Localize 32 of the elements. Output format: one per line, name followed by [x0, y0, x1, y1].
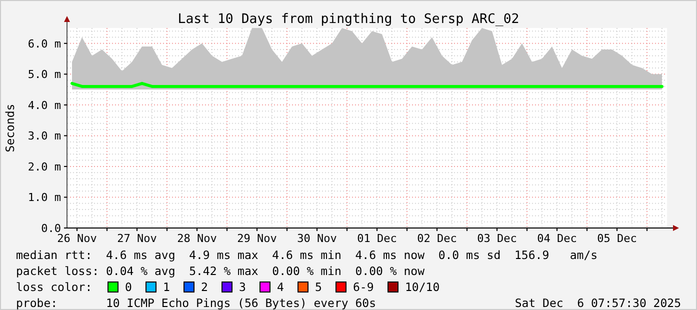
- x-tick-label: 29 Nov: [237, 232, 278, 245]
- x-tick-label: 27 Nov: [117, 232, 158, 245]
- legend-label: 3: [239, 280, 246, 294]
- x-tick-label: 30 Nov: [297, 232, 338, 245]
- legend-label: 10/10: [405, 280, 440, 294]
- text: median rtt: 4.6 ms avg 4.9 ms max 4.6 ms min 4.6 ms now 0.0 ms sd 156.9 am/s: [16, 248, 598, 262]
- x-tick-label: 03 Dec: [477, 232, 517, 245]
- y-tick-label: 1.0 m: [28, 191, 62, 204]
- legend-label: 2: [201, 280, 208, 294]
- legend-label: 1: [163, 280, 170, 294]
- x-tick-label: 02 Dec: [417, 232, 457, 245]
- text: packet loss: 0.04 % avg 5.42 % max 0.00 % min 0.00 % now: [16, 264, 425, 278]
- y-tick-label: 4.0 m: [28, 98, 62, 112]
- x-tick-label: 04 Dec: [537, 232, 577, 245]
- y-tick-label: 3.0 m: [28, 130, 62, 143]
- legend-label: 4: [277, 280, 284, 294]
- y-tick-label: 6.0 m: [28, 37, 62, 50]
- y-tick-label: 0.0: [41, 222, 61, 235]
- legend-label: 6-9: [353, 280, 374, 294]
- legend-title: loss color:: [16, 280, 92, 294]
- y-tick-label: 2.0 m: [28, 160, 62, 174]
- y-axis-title: Seconds: [3, 104, 17, 152]
- x-tick-label: 05 Dec: [597, 232, 637, 245]
- y-tick-label: 5.0 m: [28, 68, 62, 82]
- text: Sat Dec 6 07:57:30 2025: [514, 296, 681, 310]
- x-tick-label: 26 Nov: [57, 232, 98, 245]
- x-tick-label: 01 Dec: [357, 232, 397, 245]
- x-tick-label: 28 Nov: [177, 232, 218, 245]
- text: probe: 10 ICMP Echo Pings (56 Bytes) every 60s: [16, 296, 376, 310]
- chart-title: Last 10 Days from pingthing to Sersp ARC_02: [178, 12, 520, 27]
- legend-label: 5: [315, 280, 322, 294]
- legend-label: 0: [125, 280, 132, 294]
